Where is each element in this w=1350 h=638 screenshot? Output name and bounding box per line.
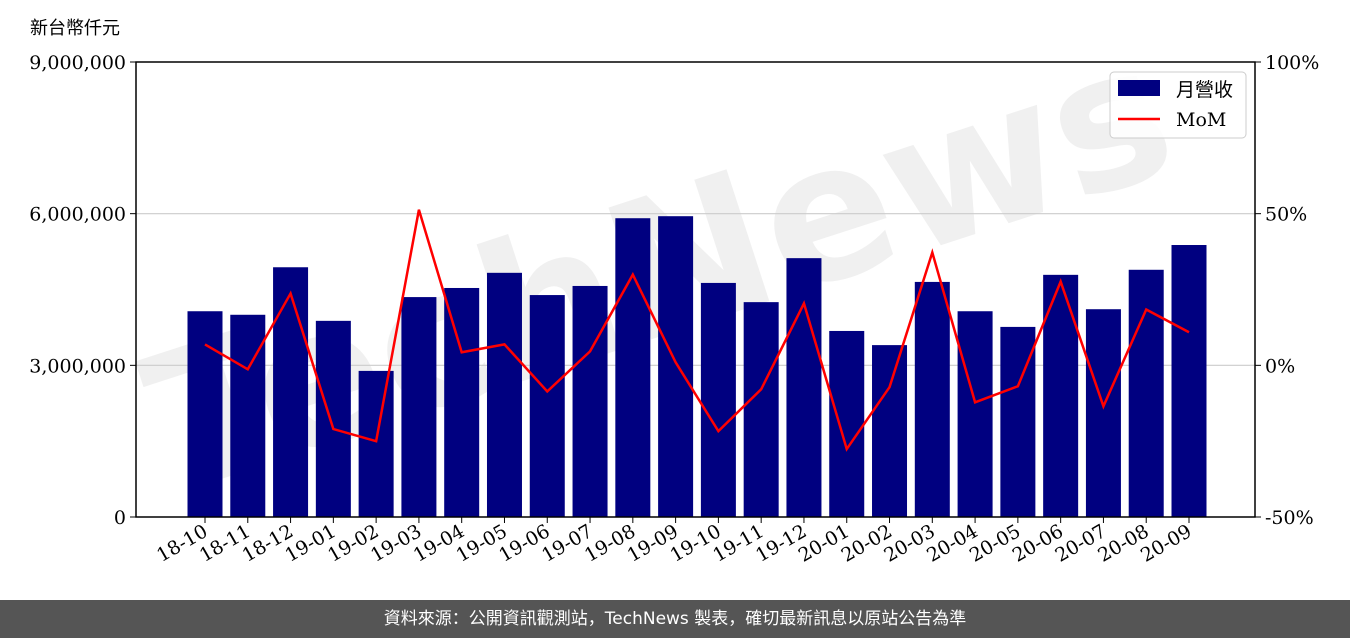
bar-19-05 <box>486 272 522 517</box>
bar-19-12 <box>786 258 822 517</box>
bar-19-09 <box>658 216 694 517</box>
left-tick-label: 6,000,000 <box>29 204 126 226</box>
left-tick-label: 3,000,000 <box>29 355 126 377</box>
legend: 月營收 MoM <box>1109 71 1247 139</box>
x-tick-label: 20-09 <box>1137 520 1195 566</box>
bar-20-09 <box>1171 245 1207 517</box>
bar-20-02 <box>872 345 908 517</box>
right-tick-label: 100% <box>1265 52 1319 74</box>
bar-20-01 <box>829 330 865 517</box>
bar-19-06 <box>529 295 565 517</box>
bar-19-10 <box>700 282 736 517</box>
legend-swatch-revenue <box>1118 80 1160 96</box>
unit-label: 新台幣仟元 <box>30 18 120 39</box>
bar-19-03 <box>401 297 437 517</box>
bar-19-07 <box>572 285 608 517</box>
footer-source: 資料來源：公開資訊觀測站，TechNews 製表，確切最新訊息以原站公告為準 <box>0 600 1350 638</box>
bar-18-12 <box>273 267 309 517</box>
left-tick-label: 0 <box>114 507 126 529</box>
mom-line <box>204 209 1190 452</box>
bar-20-07 <box>1085 309 1121 517</box>
left-tick-label: 9,000,000 <box>29 52 126 74</box>
bar-19-04 <box>444 287 480 517</box>
bar-19-01 <box>315 320 351 517</box>
bar-20-08 <box>1128 269 1164 517</box>
revenue-chart: TechNews03,000,0006,000,0009,000,000-50%… <box>29 0 1319 567</box>
bar-20-03 <box>914 281 950 517</box>
plot-frame <box>135 61 1256 518</box>
bar-20-04 <box>957 311 993 517</box>
right-tick-label: -50% <box>1265 507 1314 529</box>
bar-19-11 <box>743 302 779 517</box>
legend-label-mom: MoM <box>1176 109 1226 131</box>
right-tick-label: 50% <box>1265 204 1307 226</box>
bar-19-08 <box>615 218 651 517</box>
bar-18-10 <box>187 311 223 517</box>
legend-label-revenue: 月營收 <box>1176 79 1233 101</box>
right-tick-label: 0% <box>1265 355 1295 377</box>
bar-19-02 <box>358 370 394 517</box>
